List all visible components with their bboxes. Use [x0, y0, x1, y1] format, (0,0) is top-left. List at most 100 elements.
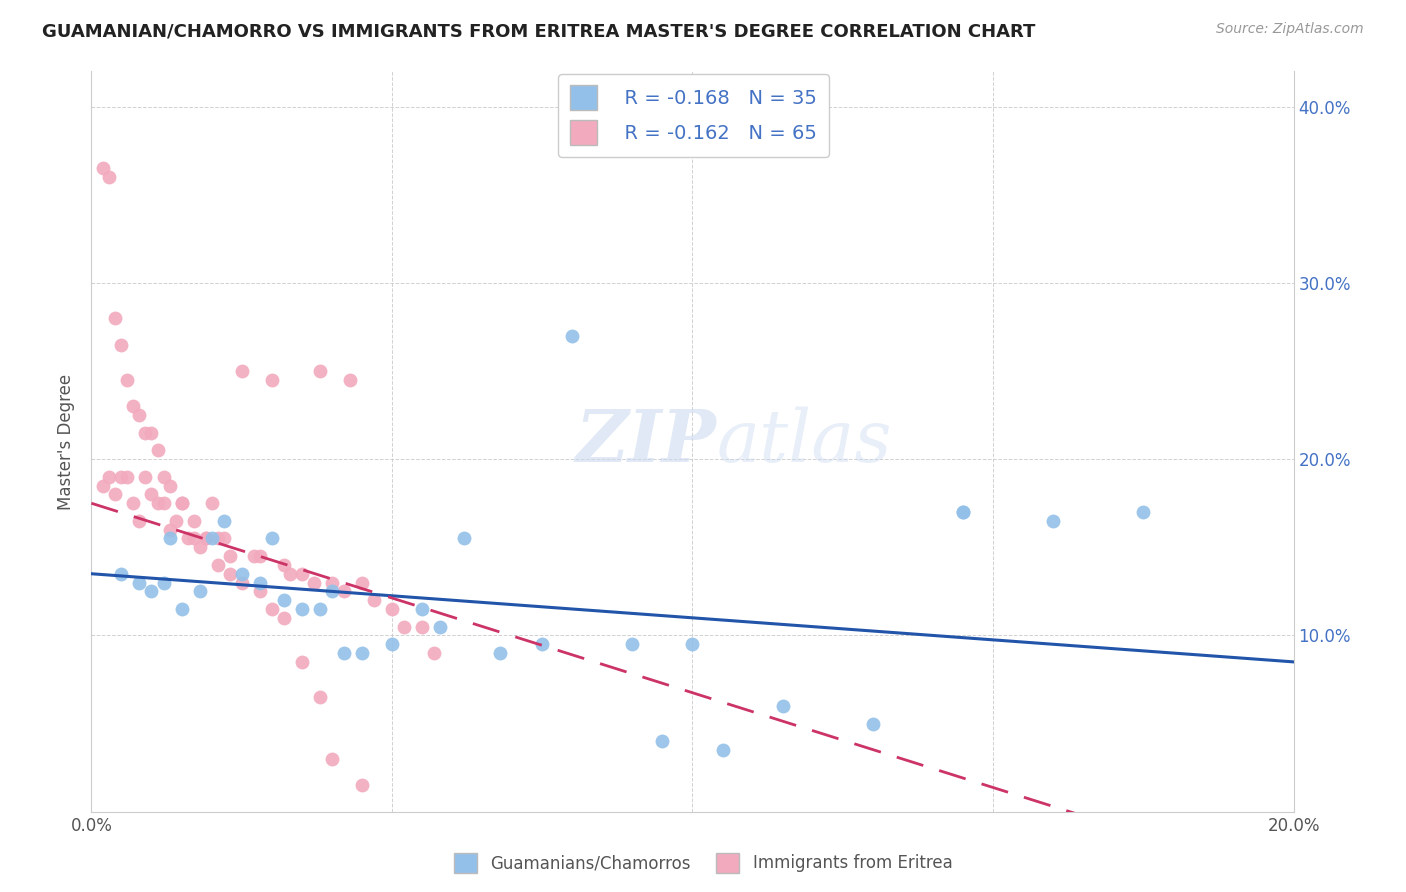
Point	[104, 311, 127, 326]
Point	[218, 549, 240, 563]
Point	[273, 593, 295, 607]
Point	[183, 514, 205, 528]
Point	[207, 532, 229, 546]
Point	[291, 602, 314, 616]
Point	[453, 532, 475, 546]
Point	[188, 541, 211, 555]
Point	[621, 637, 644, 651]
Point	[212, 514, 235, 528]
Point	[1042, 514, 1064, 528]
Point	[711, 743, 734, 757]
Point	[291, 655, 314, 669]
Point	[201, 532, 224, 546]
Point	[862, 716, 884, 731]
Point	[188, 584, 211, 599]
Point	[110, 337, 132, 351]
Point	[321, 575, 343, 590]
Point	[333, 584, 356, 599]
Point	[423, 646, 446, 660]
Y-axis label: Master's Degree: Master's Degree	[58, 374, 76, 509]
Point	[93, 478, 115, 492]
Point	[141, 487, 163, 501]
Point	[176, 532, 198, 546]
Point	[561, 328, 583, 343]
Point	[531, 637, 554, 651]
Point	[122, 496, 145, 510]
Point	[952, 505, 974, 519]
Point	[321, 584, 343, 599]
Point	[207, 558, 229, 572]
Point	[152, 496, 174, 510]
Point	[392, 619, 415, 633]
Point	[489, 646, 512, 660]
Point	[183, 532, 205, 546]
Point	[128, 514, 150, 528]
Text: Source: ZipAtlas.com: Source: ZipAtlas.com	[1216, 22, 1364, 37]
Text: ZIP: ZIP	[575, 406, 717, 477]
Point	[98, 170, 121, 185]
Point	[218, 566, 240, 581]
Point	[291, 566, 314, 581]
Point	[651, 734, 673, 748]
Point	[93, 161, 115, 176]
Point	[159, 523, 181, 537]
Point	[110, 470, 132, 484]
Point	[339, 373, 361, 387]
Point	[381, 637, 404, 651]
Point	[952, 505, 974, 519]
Point	[273, 611, 295, 625]
Point	[260, 602, 283, 616]
Point	[321, 752, 343, 766]
Point	[249, 549, 271, 563]
Point	[146, 496, 169, 510]
Point	[308, 364, 330, 378]
Point	[350, 646, 373, 660]
Point	[308, 602, 330, 616]
Point	[242, 549, 264, 563]
Point	[772, 698, 794, 713]
Point	[117, 373, 139, 387]
Point	[681, 637, 703, 651]
Point	[350, 778, 373, 792]
Point	[152, 470, 174, 484]
Point	[363, 593, 385, 607]
Point	[231, 575, 253, 590]
Point	[302, 575, 325, 590]
Point	[278, 566, 301, 581]
Point	[411, 602, 433, 616]
Point	[141, 425, 163, 440]
Point	[260, 532, 283, 546]
Point	[1132, 505, 1154, 519]
Point	[170, 602, 193, 616]
Point	[429, 619, 451, 633]
Point	[159, 532, 181, 546]
Point	[134, 425, 156, 440]
Point	[333, 646, 356, 660]
Point	[411, 619, 433, 633]
Point	[128, 575, 150, 590]
Point	[249, 575, 271, 590]
Point	[249, 584, 271, 599]
Point	[350, 575, 373, 590]
Point	[201, 496, 224, 510]
Point	[308, 690, 330, 705]
Point	[273, 558, 295, 572]
Point	[194, 532, 217, 546]
Point	[128, 408, 150, 422]
Point	[165, 514, 187, 528]
Point	[146, 443, 169, 458]
Point	[170, 496, 193, 510]
Point	[260, 373, 283, 387]
Point	[159, 478, 181, 492]
Point	[110, 566, 132, 581]
Point	[141, 584, 163, 599]
Point	[194, 532, 217, 546]
Point	[122, 399, 145, 413]
Point	[98, 470, 121, 484]
Point	[117, 470, 139, 484]
Point	[231, 566, 253, 581]
Point	[152, 575, 174, 590]
Point	[170, 496, 193, 510]
Text: GUAMANIAN/CHAMORRO VS IMMIGRANTS FROM ERITREA MASTER'S DEGREE CORRELATION CHART: GUAMANIAN/CHAMORRO VS IMMIGRANTS FROM ER…	[42, 22, 1036, 40]
Point	[231, 364, 253, 378]
